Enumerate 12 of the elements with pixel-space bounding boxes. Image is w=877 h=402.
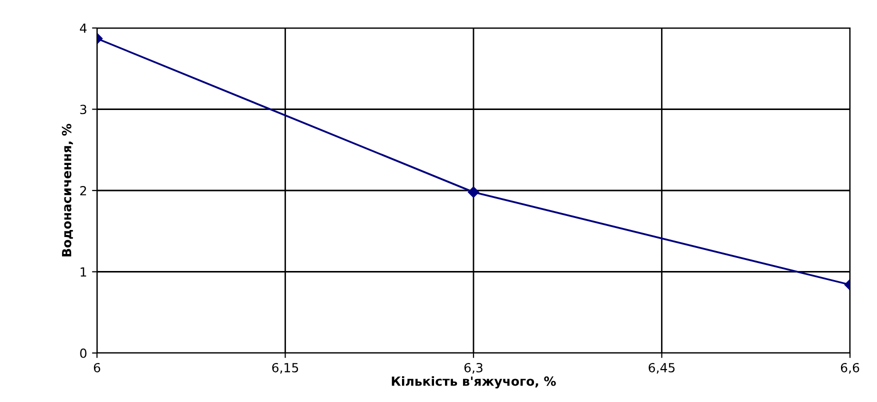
y-tick-label: 2 — [80, 186, 86, 196]
y-tick-label: 1 — [80, 267, 86, 276]
x-tick-label: 6,45 — [648, 362, 675, 374]
y-tick-label: 0 — [80, 348, 86, 358]
x-tick-label: 6 — [94, 362, 100, 372]
x-tick-label: 6,6 — [840, 362, 860, 374]
x-tick-label: 6,3 — [464, 362, 482, 374]
x-tick-label: 6,15 — [272, 362, 298, 374]
x-axis-title: Кількість в'яжучого, % — [392, 376, 556, 388]
y-axis-title: Водонасичення, % — [62, 124, 73, 256]
y-tick-label: 3 — [80, 104, 86, 114]
y-tick-label: 4 — [80, 24, 87, 33]
